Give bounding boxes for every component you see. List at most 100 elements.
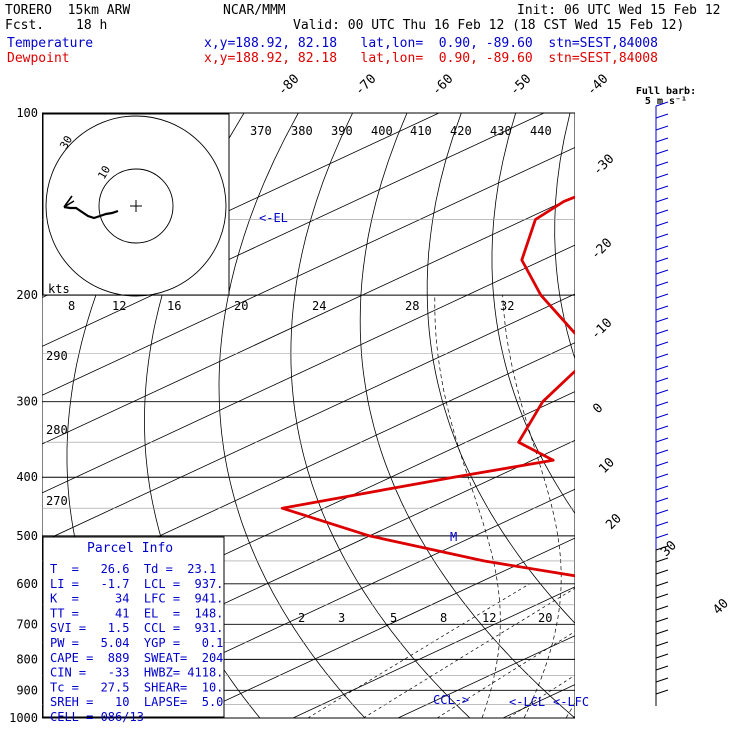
dewpoint-profile [280, 195, 575, 578]
dry-adiabat-line [554, 113, 575, 361]
wind-barb-flag [655, 473, 669, 479]
wind-barb-flag [655, 293, 669, 299]
moist-adiabat-line [434, 295, 501, 718]
isotherm-label: -50 [507, 72, 534, 99]
pressure-label: 100 [16, 106, 38, 120]
speed-scale-label: 24 [312, 299, 326, 313]
theta-e-label: 410 [410, 124, 432, 138]
forecast-hour: 18 h [76, 18, 108, 33]
wind-barb-flag [655, 629, 669, 635]
lfc-marker: <-LFC [553, 695, 589, 709]
parcel-info-title: Parcel Info [87, 541, 173, 556]
wind-barb-flag [655, 341, 669, 347]
wind-barb-flag [655, 209, 669, 215]
isotherm-line [42, 195, 575, 445]
model-source: NCAR/MMM [223, 3, 286, 18]
parcel-info-row: CAPE = 889 SWEAT= 204 [50, 651, 223, 665]
wind-barb-flag [655, 101, 669, 107]
mixing-ratio-label: 20 [538, 611, 552, 625]
moist-adiabat-line [502, 295, 562, 718]
pressure-label: 200 [16, 288, 38, 302]
parcel-info-row: SREH = 10 LAPSE= 5.0 [50, 695, 223, 709]
pressure-label: 300 [16, 395, 38, 409]
dry-adiabat-line [616, 113, 740, 731]
wind-barb-flag [655, 593, 669, 599]
wind-barb-flag [655, 497, 669, 503]
isotherm-label: -20 [588, 236, 615, 263]
parcel-info-row: Tc = 27.5 SHEAR= 10. [50, 680, 223, 694]
wind-barb-flag [655, 317, 669, 323]
wind-barb-flag [655, 305, 669, 311]
parcel-info-row: LI = -1.7 LCL = 937. [50, 577, 223, 591]
moist-adiabat-line [692, 295, 740, 718]
pressure-label: 900 [16, 683, 38, 697]
wind-barb-flag [655, 113, 669, 119]
moist-adiabat-line [734, 295, 740, 718]
speed-scale-label: 32 [500, 299, 514, 313]
wind-barb-flag [655, 485, 669, 491]
isotherm-line [608, 113, 740, 718]
lcl-marker: <-LCL [509, 695, 545, 709]
forecast-label: Fcst. [5, 18, 45, 33]
parcel-info-row: PW = 5.04 YGP = 0.1 [50, 636, 223, 650]
temperature-legend-info: x,y=188.92, 82.18 lat,lon= 0.90, -89.60 … [204, 36, 658, 51]
hodograph-ring-label: 10 [95, 164, 113, 182]
isotherm-line [187, 537, 575, 718]
parcel-info-row: CELL = 086/13 [50, 710, 144, 724]
isotherm-line [42, 146, 575, 396]
barb-header: Full barb: [636, 86, 696, 97]
parcel-info-row: T = 26.6 Td = 23.1 [50, 562, 216, 576]
wind-barb-flag [655, 281, 669, 287]
wind-barb-flag [655, 137, 669, 143]
isotherm-label: -30 [590, 152, 617, 179]
parcel-info-row: SVI = 1.5 CCL = 931. [50, 621, 223, 635]
dry-adiabat-line [491, 113, 575, 515]
theta-e-label: 390 [331, 124, 353, 138]
hodograph-ring [45, 115, 227, 297]
temperature-legend-label: Temperature [7, 36, 94, 51]
mixing-ratio-line [363, 587, 575, 718]
mixing-ratio-label: 3 [338, 611, 345, 625]
pressure-label: 700 [16, 617, 38, 631]
pressure-label: 800 [16, 652, 38, 666]
wind-barb-flag [655, 437, 669, 443]
isotherm-line [713, 113, 740, 718]
wind-barb-flag [655, 617, 669, 623]
isotherm-label: -70 [352, 72, 379, 99]
isotherm-label: -60 [429, 72, 456, 99]
parcel-info-row: TT = 41 EL = 148. [50, 606, 223, 620]
wind-barb-flag [655, 665, 669, 671]
barb-header-unit: 5 m s⁻¹ [645, 96, 687, 107]
parcel-info-row: K = 34 LFC = 941. [50, 592, 223, 606]
isotherm-line [502, 684, 575, 718]
wind-barb-flag [655, 257, 669, 263]
theta-label: 280 [46, 423, 68, 437]
wind-barb-flag [655, 161, 669, 167]
init-time: Init: 06 UTC Wed 15 Feb 12 [517, 3, 721, 18]
isotherm-label: 10 [596, 455, 618, 477]
wind-barb-flag [655, 269, 669, 275]
theta-e-label: 400 [371, 124, 393, 138]
wind-barb-flag [655, 581, 669, 587]
dry-adiabat-line [290, 113, 471, 718]
isotherm-line [82, 488, 575, 718]
wind-barb-flag [655, 569, 669, 575]
speed-scale-label: 20 [234, 299, 248, 313]
hodograph-ring-label: 30 [57, 134, 75, 152]
isotherm-label: -40 [584, 72, 611, 99]
isotherm-line [42, 293, 575, 543]
wind-barb-flag [655, 185, 669, 191]
wind-barb-flag [655, 401, 669, 407]
wind-barb-flag [655, 173, 669, 179]
dewpoint-legend-info: x,y=188.92, 82.18 lat,lon= 0.90, -89.60 … [204, 51, 658, 66]
valid-time: Valid: 00 UTC Thu 16 Feb 12 (18 CST Wed … [293, 18, 685, 33]
dewpoint-legend-label: Dewpoint [7, 51, 70, 66]
wind-barb-flag [655, 545, 669, 551]
mixing-ratio-label: 12 [482, 611, 496, 625]
pressure-label: 1000 [9, 711, 38, 725]
isotherm-label: 40 [710, 596, 732, 618]
pressure-label: 400 [16, 470, 38, 484]
wind-barb-flag [655, 329, 669, 335]
isotherm-line [42, 244, 575, 494]
